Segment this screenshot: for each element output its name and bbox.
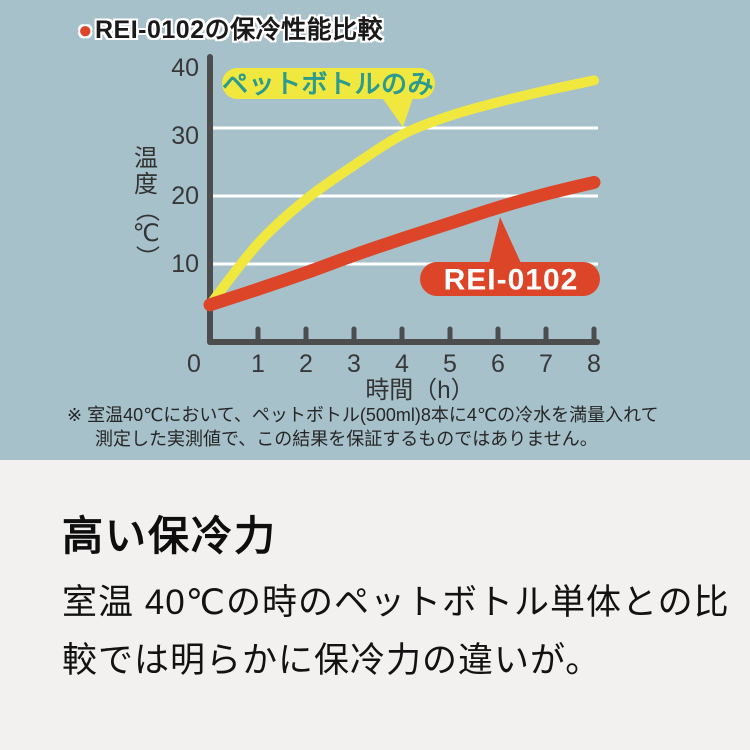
x-tick-8: 8 <box>587 350 601 378</box>
callout-pill <box>222 68 435 99</box>
chart-footnote: ※ 室温40℃において、ペットボトル(500ml)8本に4℃の冷水を満量入れて … <box>67 403 659 451</box>
callout-tail <box>378 92 415 127</box>
x-tick-4: 4 <box>395 350 409 378</box>
x-tick-0: 0 <box>187 350 201 378</box>
svg-text:℃: ℃ <box>133 220 160 247</box>
rei-0102-curve <box>203 175 601 312</box>
bullet-icon: ● <box>78 17 93 44</box>
footnote-line-2: 測定した実測値で、この結果を保証するものではありません。 <box>95 429 598 449</box>
x-tick-5: 5 <box>443 350 457 378</box>
svg-text:）: ） <box>133 245 160 269</box>
x-tick-2: 2 <box>299 350 313 378</box>
y-axis-label: 温度（℃） <box>133 145 160 269</box>
section-body-line-1: 室温 40℃の時のペットボトル単体との比 <box>62 583 730 622</box>
pet-bottle-callout: ペットボトルのみ <box>222 68 435 127</box>
footnote-line-1: ※ 室温40℃において、ペットボトル(500ml)8本に4℃の冷水を満量入れて <box>67 405 659 425</box>
rei-0102-callout: REI-0102 <box>420 217 600 297</box>
x-tick-6: 6 <box>491 350 505 378</box>
x-axis-label: 時間（h） <box>365 377 474 404</box>
callout-pill <box>420 262 600 296</box>
chart-title-text: REI-0102の保冷性能比較 <box>95 16 384 44</box>
rei-0102-callout-label: REI-0102 <box>444 264 579 297</box>
x-tick-3: 3 <box>347 350 361 378</box>
callout-tail <box>487 217 525 272</box>
x-tick-7: 7 <box>539 350 553 378</box>
y-tick-10: 10 <box>171 250 199 278</box>
x-tick-labels: 0 1 2 3 4 5 6 7 8 <box>187 350 601 378</box>
x-ticks <box>255 326 597 344</box>
description-panel <box>0 460 750 750</box>
section-body: 室温 40℃の時のペットボトル単体との比 較では明らかに保冷力の違いが。 <box>62 574 730 690</box>
x-tick-1: 1 <box>251 350 265 378</box>
chart-panel: ●REI-0102の保冷性能比較 <box>0 0 750 460</box>
chart-title: ●REI-0102の保冷性能比較 <box>78 10 383 46</box>
svg-text:温: 温 <box>134 145 158 172</box>
svg-text:度: 度 <box>134 171 158 198</box>
y-tick-40: 40 <box>171 54 199 82</box>
y-tick-30: 30 <box>171 122 199 150</box>
y-tick-labels: 40 30 20 10 <box>171 54 199 278</box>
y-tick-20: 20 <box>171 182 199 210</box>
section-heading: 高い保冷力 <box>62 513 277 559</box>
section-body-line-2: 較では明らかに保冷力の違いが。 <box>62 641 602 680</box>
pet-bottle-curve <box>205 75 599 310</box>
pet-bottle-callout-label: ペットボトルのみ <box>222 69 434 99</box>
cooling-performance-chart: ペットボトルのみ REI-0102 40 30 20 10 0 1 2 3 <box>133 54 601 404</box>
svg-text:（: （ <box>133 198 160 222</box>
